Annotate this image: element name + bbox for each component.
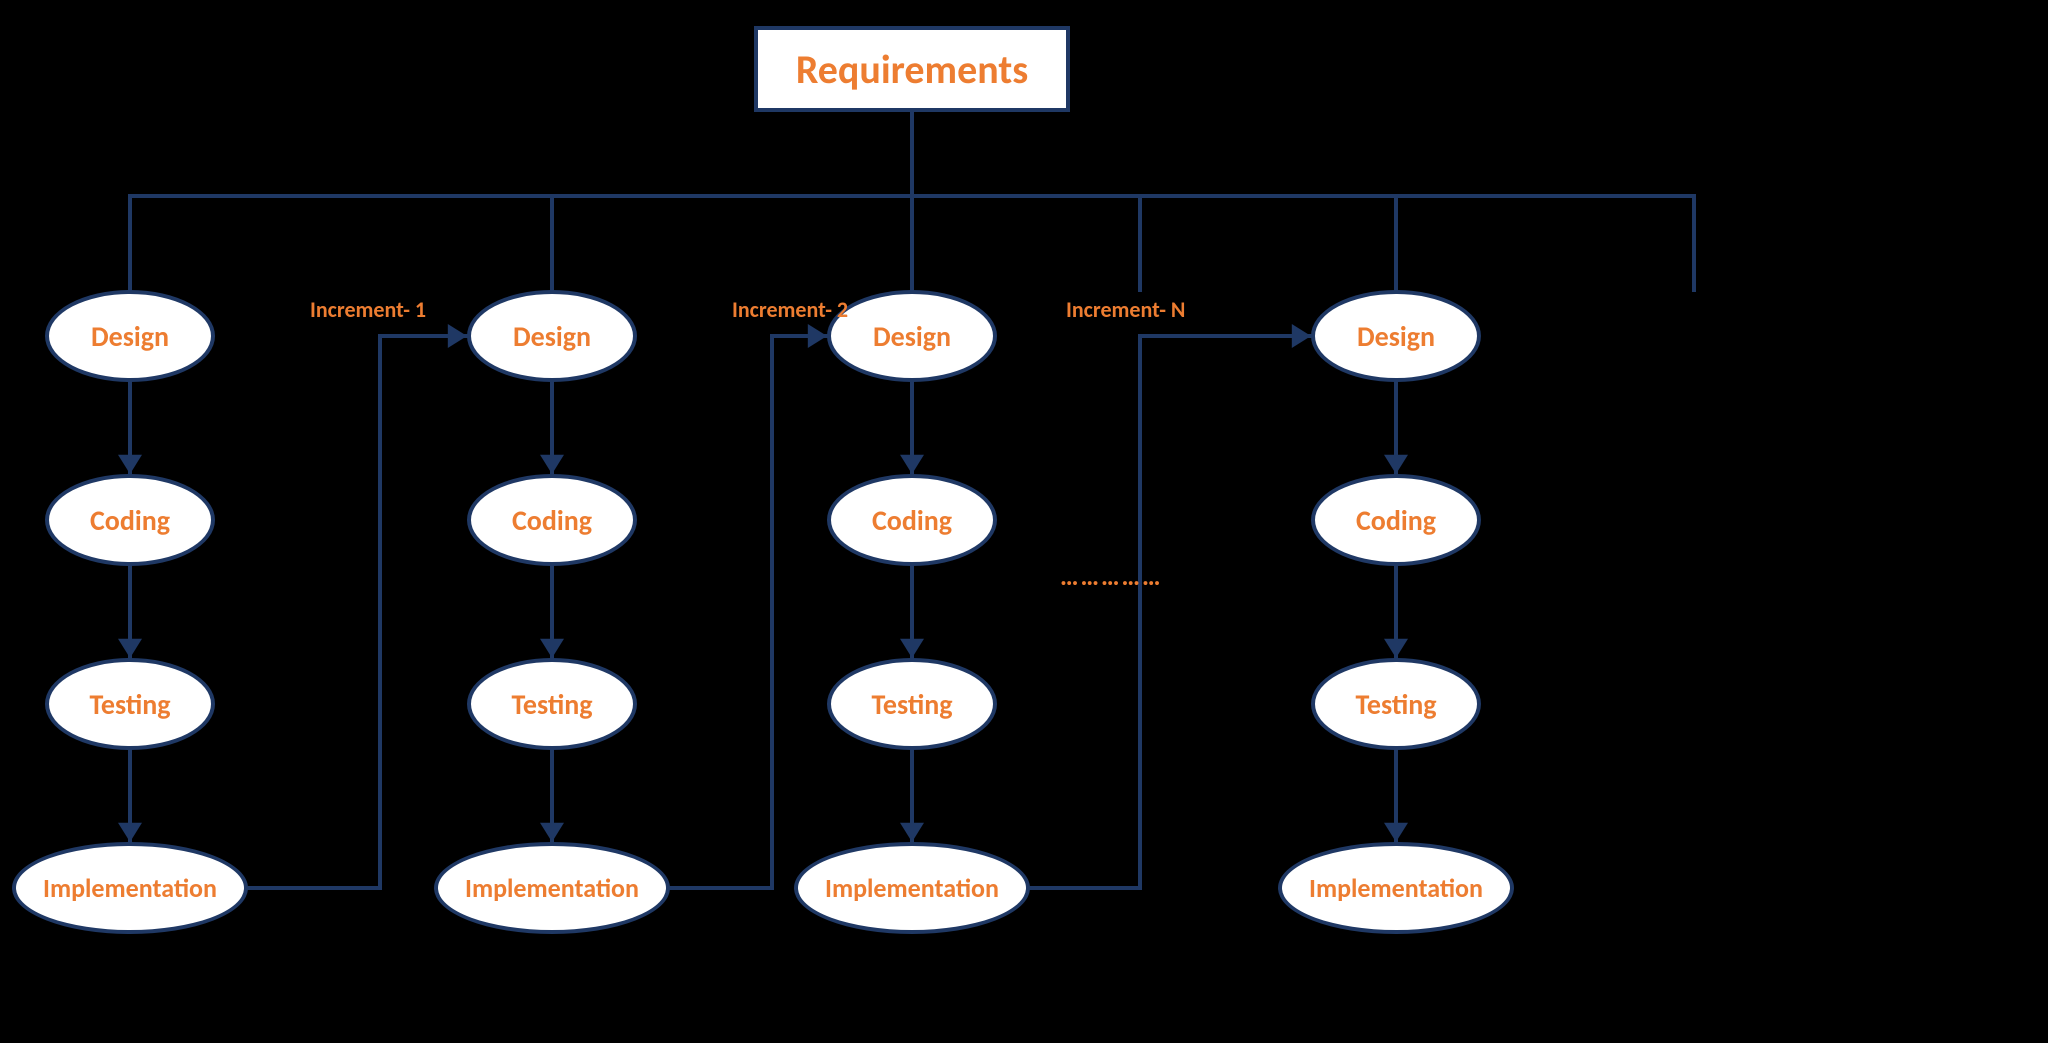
col1-coding-node: Coding bbox=[467, 474, 637, 566]
increment-label-1: Increment- 2 bbox=[732, 296, 848, 323]
col2-testing-node: Testing bbox=[827, 658, 997, 750]
ellipsis: …………… bbox=[1060, 560, 1163, 592]
col1-design-node: Design bbox=[467, 290, 637, 382]
diagram-stage: Requirements Design Coding Testing Implement… bbox=[0, 0, 2048, 1043]
col3-testing-node: Testing bbox=[1311, 658, 1481, 750]
col0-coding-node: Coding bbox=[45, 474, 215, 566]
increment-label-0: Increment- 1 bbox=[310, 296, 426, 323]
col0-design-node: Design bbox=[45, 290, 215, 382]
col3-coding-node: Coding bbox=[1311, 474, 1481, 566]
col3-impl-node: Implementation bbox=[1278, 842, 1514, 934]
col0-impl-node: Implementation bbox=[12, 842, 248, 934]
col2-coding-node: Coding bbox=[827, 474, 997, 566]
col2-design-node: Design bbox=[827, 290, 997, 382]
col1-impl-node: Implementation bbox=[434, 842, 670, 934]
increment-label-2: Increment- N bbox=[1066, 296, 1185, 323]
root-requirements: Requirements bbox=[754, 26, 1070, 112]
col3-design-node: Design bbox=[1311, 290, 1481, 382]
col2-impl-node: Implementation bbox=[794, 842, 1030, 934]
col1-testing-node: Testing bbox=[467, 658, 637, 750]
col0-testing-node: Testing bbox=[45, 658, 215, 750]
